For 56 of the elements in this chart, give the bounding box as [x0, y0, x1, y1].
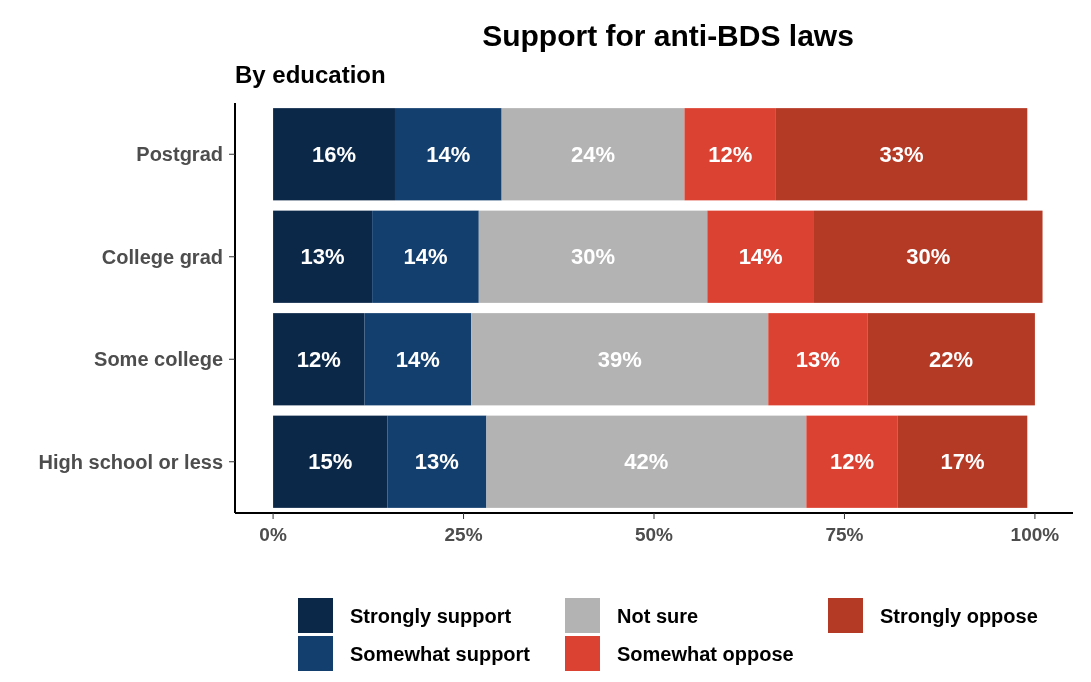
bar: [775, 108, 1028, 201]
bar: [897, 415, 1028, 508]
x-tick-label: 25%: [444, 524, 483, 545]
bar: [364, 313, 472, 406]
bar: [684, 108, 776, 201]
bar: [486, 415, 807, 508]
data-label: 14%: [395, 346, 440, 372]
chart-title: Support for anti-BDS laws: [482, 19, 854, 52]
legend-label: Strongly oppose: [880, 605, 1038, 627]
data-label: 13%: [795, 346, 840, 372]
bar: [394, 108, 502, 201]
bar: [471, 313, 769, 406]
bar: [273, 108, 395, 201]
data-label: 12%: [296, 346, 341, 372]
data-label: 12%: [830, 449, 875, 475]
bar: [813, 210, 1043, 303]
legend-label: Somewhat support: [350, 643, 531, 665]
data-label: 24%: [571, 141, 616, 167]
bar: [273, 313, 365, 406]
bar: [806, 415, 898, 508]
data-label: 14%: [738, 244, 783, 270]
legend-label: Strongly support: [350, 605, 512, 627]
bar: [478, 210, 708, 303]
data-label: 42%: [624, 449, 669, 475]
data-label: 15%: [308, 449, 353, 475]
data-label: 16%: [312, 141, 357, 167]
data-label: 30%: [906, 244, 951, 270]
data-label: 17%: [940, 449, 985, 475]
data-label: 14%: [403, 244, 448, 270]
y-tick-label: Some college: [94, 348, 223, 371]
data-label: 13%: [300, 244, 345, 270]
x-tick-label: 0%: [259, 524, 287, 545]
y-tick-label: Postgrad: [136, 143, 223, 166]
data-label: 22%: [929, 346, 974, 372]
bar: [273, 210, 373, 303]
y-tick-label: College grad: [101, 245, 223, 268]
bar: [273, 415, 388, 508]
data-label: 39%: [597, 346, 642, 372]
legend-label: Somewhat oppose: [617, 643, 794, 665]
bar: [707, 210, 814, 303]
x-tick-label: 100%: [1010, 524, 1060, 545]
legend-label: Not sure: [617, 605, 699, 627]
chart-subtitle: By education: [235, 61, 386, 88]
bar: [501, 108, 685, 201]
data-label: 33%: [879, 141, 924, 167]
data-label: 12%: [708, 141, 753, 167]
data-label: 14%: [426, 141, 471, 167]
bar: [867, 313, 1035, 406]
data-label: 13%: [414, 449, 459, 475]
data-label: 30%: [571, 244, 616, 270]
bar: [768, 313, 868, 406]
bar: [372, 210, 479, 303]
x-tick-label: 50%: [634, 524, 674, 545]
x-tick-label: 75%: [825, 524, 864, 545]
bar: [387, 415, 487, 508]
y-tick-label: High school or less: [38, 450, 223, 473]
